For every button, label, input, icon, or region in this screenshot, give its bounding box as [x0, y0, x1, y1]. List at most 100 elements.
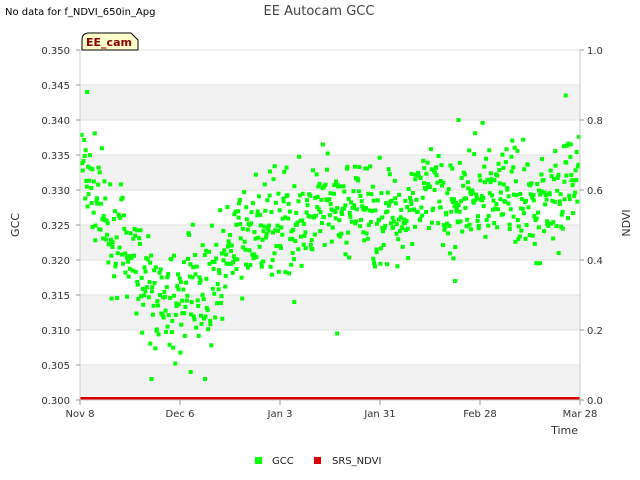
gcc-point [413, 177, 418, 182]
gcc-point [215, 301, 220, 306]
gcc-point [409, 171, 414, 176]
gcc-point [117, 245, 122, 250]
gcc-point [293, 239, 298, 244]
gcc-point [342, 206, 347, 211]
gcc-point [316, 207, 321, 212]
gcc-point [354, 207, 359, 212]
gcc-point [251, 256, 256, 261]
gcc-point [413, 224, 417, 229]
gcc-point [224, 252, 229, 257]
gcc-point [381, 243, 386, 247]
gcc-point [133, 269, 138, 274]
gcc-point [130, 268, 135, 273]
gcc-point [546, 221, 551, 226]
gcc-point [302, 233, 307, 238]
gcc-point [151, 303, 156, 308]
gcc-point [474, 192, 479, 197]
gcc-point [407, 208, 412, 213]
gcc-point [288, 237, 293, 242]
gcc-point [175, 284, 180, 289]
gcc-point [557, 202, 562, 206]
gcc-point [135, 279, 140, 284]
gcc-point [103, 196, 108, 201]
gcc-point [576, 162, 581, 167]
gcc-point [490, 193, 495, 198]
gcc-point [273, 228, 278, 233]
gcc-point [296, 199, 301, 204]
gcc-point [235, 257, 240, 262]
gcc-point [574, 150, 579, 154]
gcc-point [286, 216, 291, 221]
gcc-point [332, 191, 336, 196]
gcc-point [211, 266, 216, 271]
gcc-point [243, 247, 248, 252]
gcc-point [422, 181, 426, 186]
gcc-point [346, 230, 351, 235]
gcc-point [483, 180, 487, 185]
gcc-point [184, 298, 189, 303]
gcc-point [132, 253, 136, 258]
gcc-point [262, 224, 267, 229]
gcc-point [178, 350, 183, 355]
gcc-point [109, 253, 114, 258]
gcc-point [412, 207, 416, 212]
gcc-point [469, 227, 473, 232]
gcc-point [208, 322, 213, 327]
gcc-point [171, 345, 176, 350]
gcc-point [405, 226, 410, 231]
gcc-point [461, 183, 466, 188]
gcc-point [310, 247, 315, 252]
y-tick-label-left: 0.325 [41, 221, 70, 232]
gcc-point [512, 192, 516, 197]
gcc-point [124, 255, 129, 260]
gcc-point [146, 234, 151, 239]
gcc-point [408, 195, 412, 200]
gcc-point [212, 291, 217, 296]
gcc-point [242, 239, 247, 244]
gcc-point [389, 198, 394, 203]
gcc-point [337, 184, 342, 189]
gcc-point [252, 230, 257, 235]
gcc-point [537, 188, 541, 193]
gcc-point [524, 223, 529, 227]
gcc-point [320, 221, 324, 225]
gcc-point [366, 191, 371, 196]
x-tick-label: Mar 28 [563, 409, 598, 420]
y-tick-label-right: 1.0 [587, 46, 603, 57]
gcc-point [163, 308, 168, 313]
gcc-point [150, 312, 155, 317]
gcc-point [508, 207, 513, 212]
gcc-point [430, 220, 434, 225]
gcc-point [261, 259, 266, 264]
plot-band-plain [80, 330, 580, 365]
gcc-point [463, 205, 468, 210]
gcc-point [535, 182, 540, 186]
gcc-point [244, 262, 248, 267]
gcc-point [494, 202, 499, 206]
legend-gcc-label: GCC [272, 456, 294, 467]
gcc-point [492, 178, 497, 183]
gcc-point [564, 173, 569, 178]
gcc-point [258, 223, 263, 228]
gcc-point [425, 160, 430, 165]
gcc-point [359, 199, 364, 204]
gcc-point [217, 268, 221, 273]
gcc-point [92, 131, 97, 136]
gcc-point [531, 198, 536, 203]
gcc-point [168, 295, 173, 300]
gcc-point [255, 209, 260, 214]
gcc-point [206, 327, 211, 332]
gcc-point [252, 252, 257, 257]
gcc-point [232, 257, 237, 262]
gcc-point [91, 179, 96, 184]
legend-gcc-marker [255, 457, 262, 464]
gcc-point [434, 173, 439, 178]
gcc-point [244, 217, 249, 222]
gcc-point [276, 191, 281, 196]
gcc-point [517, 234, 522, 239]
gcc-point [543, 193, 548, 198]
gcc-point [276, 269, 281, 274]
gcc-point [432, 188, 437, 192]
gcc-point [258, 212, 263, 217]
gcc-point [300, 218, 305, 223]
